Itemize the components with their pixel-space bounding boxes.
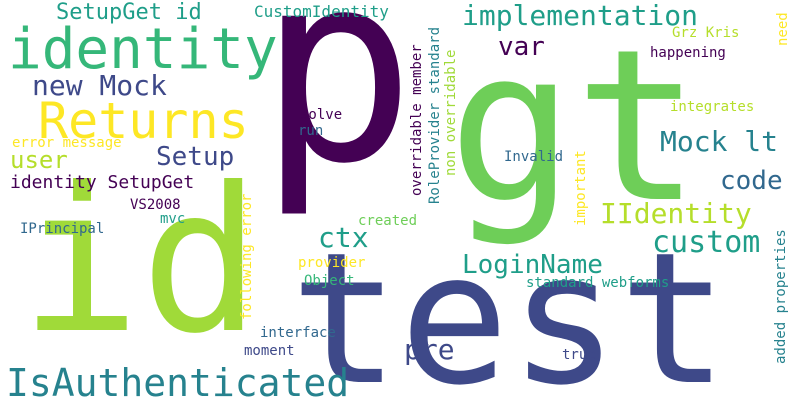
word-created: created	[358, 213, 418, 229]
word-moment: moment	[244, 343, 295, 359]
word-happening: happening	[650, 45, 726, 61]
word-mock-lt: Mock lt	[660, 125, 779, 158]
word-loginname: LoginName	[462, 250, 603, 280]
word-iidentity: IIdentity	[600, 197, 752, 230]
word-solve: solve	[300, 107, 343, 123]
word-need: need	[775, 12, 791, 46]
word-interface: interface	[260, 325, 336, 341]
word-true: true	[562, 347, 596, 363]
word-grz-kris: Grz Kris	[672, 25, 740, 41]
word-added-properties: added properties	[773, 229, 789, 364]
word-integrates: integrates	[670, 99, 755, 115]
word-p: p	[258, 0, 416, 221]
word-id: id	[20, 145, 261, 378]
word-custom: custom	[652, 225, 761, 260]
word-run: run	[298, 123, 324, 139]
word-returns: Returns	[38, 92, 249, 150]
word-provider: provider	[298, 255, 366, 271]
word-pre: pre	[404, 333, 455, 366]
word-non-overridable: non overridable	[443, 49, 459, 176]
word-gt: gt	[448, 4, 701, 249]
word-identity: identity	[8, 17, 278, 82]
word-error-message: error message	[12, 135, 122, 151]
word-mvc: mvc	[160, 211, 186, 227]
word-setup: Setup	[156, 142, 235, 172]
word-overridable-member: overridable member	[409, 44, 425, 196]
word-roleprovider-standard: RoleProvider standard	[427, 26, 443, 204]
word-var: var	[498, 32, 545, 62]
word-test: test	[290, 213, 729, 400]
word-identity-setupget: identity SetupGet	[10, 172, 195, 193]
word-following-error: following error	[239, 193, 255, 320]
word-user: user	[10, 146, 68, 174]
word-object: Object	[304, 273, 355, 289]
word-vs2008: VS2008	[130, 197, 181, 213]
word-iprincipal: IPrincipal	[20, 221, 105, 237]
word-isauthenticated: IsAuthenticated	[6, 361, 350, 400]
word-implementation: implementation	[462, 0, 699, 32]
word-setupget-id: SetupGet id	[56, 0, 202, 25]
word-ctx: ctx	[318, 221, 369, 254]
word-new-mock: new Mock	[32, 69, 167, 102]
word-standard-webforms: standard webforms	[526, 275, 670, 291]
word-important: important	[573, 150, 589, 226]
word-invalid: Invalid	[504, 149, 564, 165]
word-customidentity: CustomIdentity	[254, 2, 389, 21]
word-code: code	[720, 166, 783, 196]
